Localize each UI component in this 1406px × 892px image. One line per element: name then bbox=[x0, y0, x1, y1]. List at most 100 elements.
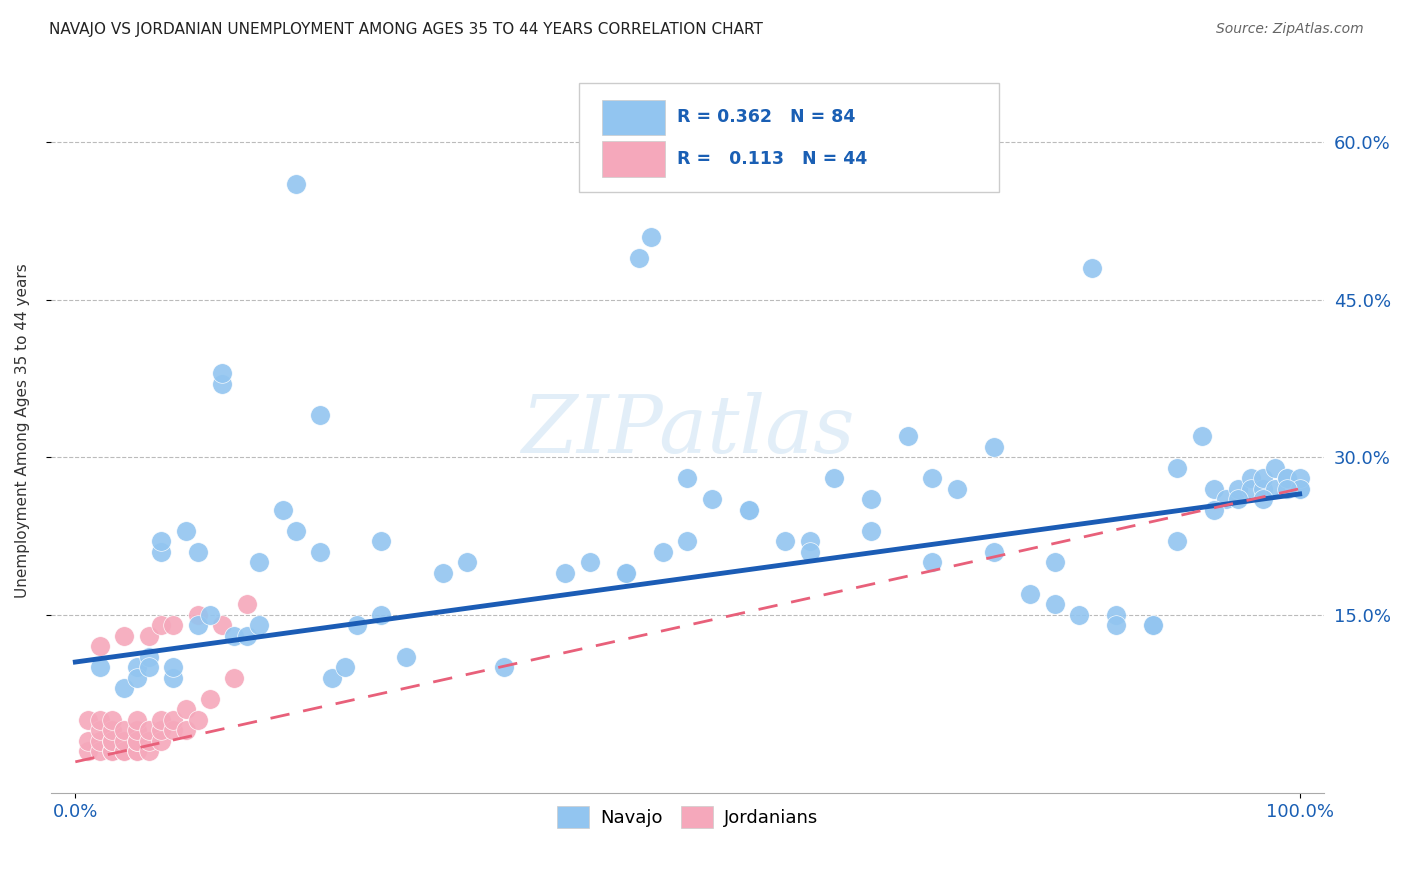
Point bbox=[1277, 482, 1299, 496]
FancyBboxPatch shape bbox=[579, 83, 1000, 192]
Point bbox=[125, 723, 148, 738]
Point bbox=[112, 681, 135, 696]
Point bbox=[224, 629, 246, 643]
Point bbox=[370, 607, 392, 622]
Point bbox=[162, 671, 184, 685]
Point bbox=[211, 376, 233, 391]
Point bbox=[614, 566, 637, 580]
Point bbox=[1264, 460, 1286, 475]
Point bbox=[1202, 502, 1225, 516]
Point bbox=[983, 440, 1005, 454]
Point bbox=[346, 618, 368, 632]
Point bbox=[897, 429, 920, 443]
Point bbox=[125, 713, 148, 727]
Point bbox=[89, 734, 111, 748]
Point bbox=[112, 734, 135, 748]
Point bbox=[1069, 607, 1091, 622]
Point bbox=[174, 524, 197, 538]
Point bbox=[578, 555, 600, 569]
Point bbox=[101, 744, 124, 758]
Point bbox=[1215, 492, 1237, 507]
Point bbox=[125, 734, 148, 748]
Point bbox=[138, 723, 160, 738]
Point bbox=[112, 744, 135, 758]
Point bbox=[198, 691, 221, 706]
Point bbox=[309, 545, 332, 559]
Point bbox=[125, 744, 148, 758]
Point bbox=[321, 671, 343, 685]
Point bbox=[738, 502, 761, 516]
Point bbox=[187, 607, 209, 622]
Point bbox=[150, 734, 173, 748]
Text: Source: ZipAtlas.com: Source: ZipAtlas.com bbox=[1216, 22, 1364, 37]
Point bbox=[921, 555, 943, 569]
Point bbox=[823, 471, 845, 485]
Point bbox=[738, 502, 761, 516]
Point bbox=[112, 629, 135, 643]
Point bbox=[1251, 482, 1274, 496]
Point bbox=[187, 618, 209, 632]
Point bbox=[395, 649, 418, 664]
Point bbox=[112, 744, 135, 758]
Point bbox=[775, 534, 797, 549]
Point bbox=[1142, 618, 1164, 632]
Point bbox=[273, 502, 295, 516]
Point bbox=[456, 555, 478, 569]
Point bbox=[1288, 482, 1310, 496]
Point bbox=[138, 629, 160, 643]
Point bbox=[370, 534, 392, 549]
Point bbox=[89, 713, 111, 727]
Point bbox=[101, 734, 124, 748]
Text: R = 0.362   N = 84: R = 0.362 N = 84 bbox=[678, 108, 856, 126]
Point bbox=[89, 640, 111, 654]
FancyBboxPatch shape bbox=[602, 100, 665, 136]
Point bbox=[89, 660, 111, 674]
Point bbox=[1142, 618, 1164, 632]
Point bbox=[112, 723, 135, 738]
Point bbox=[125, 744, 148, 758]
Point bbox=[198, 607, 221, 622]
Point bbox=[284, 524, 307, 538]
Point bbox=[235, 629, 257, 643]
Point bbox=[640, 229, 662, 244]
Point bbox=[211, 366, 233, 380]
Point bbox=[309, 408, 332, 422]
Point bbox=[921, 471, 943, 485]
Point bbox=[614, 566, 637, 580]
Point bbox=[162, 660, 184, 674]
Point bbox=[799, 545, 821, 559]
Point bbox=[1277, 471, 1299, 485]
Point bbox=[150, 723, 173, 738]
Point bbox=[1043, 555, 1066, 569]
Point bbox=[224, 671, 246, 685]
Point bbox=[860, 492, 883, 507]
Point bbox=[676, 471, 699, 485]
Point bbox=[138, 660, 160, 674]
Point bbox=[1105, 607, 1128, 622]
Point bbox=[652, 545, 675, 559]
Text: NAVAJO VS JORDANIAN UNEMPLOYMENT AMONG AGES 35 TO 44 YEARS CORRELATION CHART: NAVAJO VS JORDANIAN UNEMPLOYMENT AMONG A… bbox=[49, 22, 763, 37]
Point bbox=[333, 660, 356, 674]
Point bbox=[676, 534, 699, 549]
Text: R =   0.113   N = 44: R = 0.113 N = 44 bbox=[678, 150, 868, 168]
Point bbox=[1105, 618, 1128, 632]
Point bbox=[860, 524, 883, 538]
Text: ZIPatlas: ZIPatlas bbox=[520, 392, 855, 470]
Point bbox=[150, 713, 173, 727]
Point bbox=[946, 482, 969, 496]
Point bbox=[983, 545, 1005, 559]
Point bbox=[1202, 482, 1225, 496]
Point bbox=[76, 713, 98, 727]
Point bbox=[1080, 261, 1102, 276]
Point bbox=[187, 713, 209, 727]
Point bbox=[174, 723, 197, 738]
Point bbox=[150, 545, 173, 559]
Point bbox=[76, 744, 98, 758]
Point bbox=[1043, 597, 1066, 611]
Y-axis label: Unemployment Among Ages 35 to 44 years: Unemployment Among Ages 35 to 44 years bbox=[15, 263, 30, 599]
Point bbox=[162, 723, 184, 738]
Point bbox=[101, 734, 124, 748]
Point bbox=[125, 734, 148, 748]
Point bbox=[211, 618, 233, 632]
Point bbox=[1264, 482, 1286, 496]
